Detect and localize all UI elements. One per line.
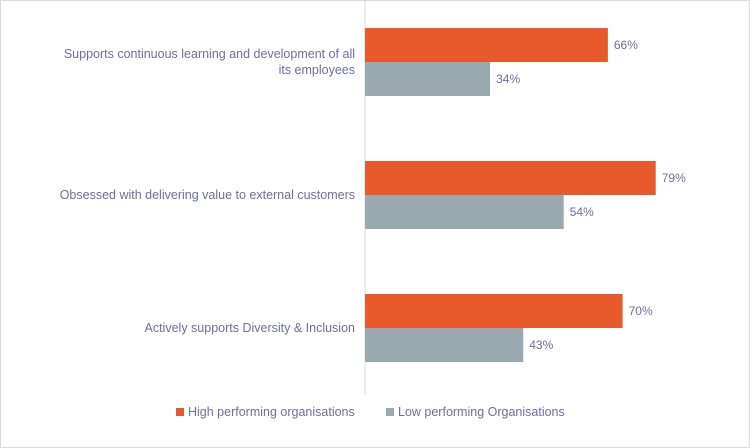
data-label: 43% bbox=[529, 338, 553, 352]
bar-high-performing bbox=[365, 294, 623, 328]
bar-high-performing bbox=[365, 28, 608, 62]
category-label: its employees bbox=[279, 63, 355, 77]
legend-entry: Low performing Organisations bbox=[398, 405, 565, 419]
legend-swatch bbox=[176, 408, 184, 416]
data-label: 54% bbox=[570, 205, 594, 219]
data-label: 79% bbox=[662, 171, 686, 185]
legend-entry: High performing organisations bbox=[188, 405, 355, 419]
data-label: 66% bbox=[614, 38, 638, 52]
data-label: 34% bbox=[496, 72, 520, 86]
category-label: Obsessed with delivering value to extern… bbox=[60, 188, 355, 202]
bar-low-performing bbox=[365, 328, 524, 362]
legend-swatch bbox=[386, 408, 394, 416]
bar-low-performing bbox=[365, 195, 564, 229]
data-label: 70% bbox=[629, 304, 653, 318]
category-label: Actively supports Diversity & Inclusion bbox=[145, 321, 356, 335]
bar-low-performing bbox=[365, 62, 491, 96]
bar-high-performing bbox=[365, 161, 656, 195]
category-label: Supports continuous learning and develop… bbox=[64, 47, 355, 61]
